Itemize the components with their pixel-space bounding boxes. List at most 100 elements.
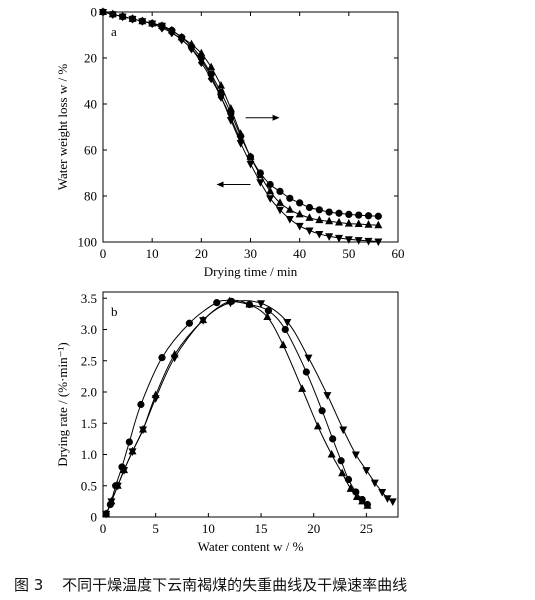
x-tick-label: 5 — [152, 521, 159, 536]
data-point-circle — [264, 307, 273, 315]
data-point-triangle-down — [351, 451, 360, 460]
data-point-triangle-down — [246, 160, 255, 169]
data-point-circle — [355, 211, 363, 219]
series-line-triangle-down — [102, 11, 379, 243]
data-point-triangle-up — [245, 299, 254, 308]
panel-b-y-axis-label: Drying rate / (%·min⁻¹) — [55, 342, 70, 466]
data-point-circle — [296, 199, 304, 207]
data-point-triangle-up — [346, 484, 355, 492]
data-point-diamond — [188, 44, 195, 54]
data-point-circle — [374, 212, 382, 220]
data-point-circle — [345, 210, 353, 218]
data-point-diamond — [99, 7, 107, 17]
data-point-triangle-down — [283, 319, 292, 327]
y-tick-label: 1.5 — [81, 416, 97, 431]
data-point-circle — [325, 208, 333, 216]
x-tick-label: 15 — [255, 521, 268, 536]
data-point-diamond — [148, 19, 156, 28]
data-point-circle — [318, 407, 326, 415]
data-point-triangle-down — [364, 237, 373, 246]
data-point-triangle-down — [354, 237, 363, 245]
data-point-triangle-down — [256, 179, 265, 187]
data-point-diamond — [138, 16, 146, 26]
data-point-triangle-down — [120, 467, 129, 475]
x-tick-label: 0 — [100, 246, 107, 261]
data-point-triangle-down — [323, 392, 332, 400]
data-point-triangle-down — [113, 482, 122, 491]
data-point-diamond — [129, 14, 136, 24]
data-point-triangle-up — [325, 216, 334, 225]
data-point-diamond — [197, 58, 205, 67]
panel-a-drying-curve: 0 10 20 30 40 50 60 0 20 40 60 80 100 a Drying time … — [55, 5, 405, 280]
x-tick-label: 0 — [100, 521, 107, 536]
panel-b-drying-rate-curve: 0 5 10 15 20 25 0 0.5 1.0 1.5 2.0 2.5 3.0 3.5 b Water… — [55, 291, 399, 554]
data-point-triangle-up — [374, 220, 383, 229]
data-point-triangle-up — [197, 48, 206, 57]
data-point-diamond — [207, 74, 215, 84]
data-point-circle — [286, 194, 294, 202]
data-point-triangle-down — [170, 354, 179, 363]
y-tick-label: 1.0 — [81, 447, 97, 462]
y-tick-label: 2.0 — [81, 385, 97, 400]
data-point-triangle-down — [139, 426, 148, 435]
data-point-circle — [302, 368, 310, 376]
y-tick-label: 3.5 — [81, 291, 97, 306]
data-point-circle — [315, 206, 323, 214]
data-point-circle — [281, 325, 289, 334]
series-line-triangle-up — [102, 11, 379, 226]
y-tick-label: 0 — [91, 5, 98, 20]
y-tick-label: 0.5 — [81, 478, 97, 493]
figure-caption-text: 不同干燥温度下云南褐煤的失重曲线及干燥速率曲线 — [62, 576, 408, 594]
data-point-circle — [158, 354, 166, 362]
panel-a-series-lines — [102, 11, 379, 243]
data-point-triangle-down — [325, 233, 334, 241]
data-point-circle — [266, 180, 274, 189]
data-point-triangle-down — [285, 216, 294, 224]
data-point-triangle-up — [295, 209, 304, 218]
data-point-circle — [185, 319, 193, 327]
panel-a-label: a — [111, 24, 117, 39]
data-point-triangle-down — [257, 300, 266, 308]
data-point-circle — [364, 212, 373, 220]
data-point-triangle-down — [335, 234, 343, 243]
data-point-triangle-up — [298, 384, 307, 392]
y-tick-label: 2.5 — [81, 353, 97, 368]
data-point-triangle-up — [313, 421, 322, 430]
data-point-diamond — [237, 136, 245, 146]
arrow-left-head — [216, 181, 224, 188]
arrow-right-head — [272, 114, 280, 121]
data-point-triangle-down — [276, 206, 284, 215]
panel-b-x-axis-label: Water content w / % — [198, 539, 304, 554]
data-point-triangle-up — [266, 186, 275, 195]
data-point-triangle-up — [285, 205, 294, 213]
figure-number: 图 3 — [14, 576, 44, 594]
panel-a-plot-frame — [102, 11, 399, 243]
data-point-triangle-up — [305, 213, 314, 221]
data-point-triangle-down — [388, 498, 397, 506]
data-point-triangle-down — [370, 479, 379, 488]
data-point-triangle-up — [226, 104, 235, 112]
series-line-circle — [102, 11, 379, 217]
data-point-triangle-up — [236, 129, 245, 137]
data-point-diamond — [227, 113, 235, 123]
y-tick-label: 60 — [84, 143, 97, 158]
data-point-triangle-down — [383, 495, 392, 503]
x-tick-label: 60 — [392, 246, 405, 261]
x-tick-label: 10 — [146, 246, 159, 261]
x-tick-label: 20 — [195, 246, 208, 261]
data-point-triangle-down — [295, 222, 304, 231]
data-point-diamond — [158, 23, 166, 33]
x-tick-label: 25 — [360, 521, 373, 536]
data-point-triangle-down — [266, 195, 275, 203]
data-point-triangle-up — [207, 62, 216, 71]
y-tick-label: 20 — [84, 51, 97, 66]
data-point-triangle-up — [279, 340, 288, 349]
panel-b-series-markers — [102, 296, 397, 519]
data-point-triangle-up — [256, 170, 265, 179]
data-point-circle — [125, 438, 133, 446]
data-point-triangle-up — [246, 152, 255, 160]
data-point-triangle-down — [374, 238, 383, 247]
panel-a-y-axis-label: Water weight loss w / % — [55, 64, 70, 191]
data-point-diamond — [217, 92, 225, 102]
data-point-triangle-up — [187, 39, 196, 48]
